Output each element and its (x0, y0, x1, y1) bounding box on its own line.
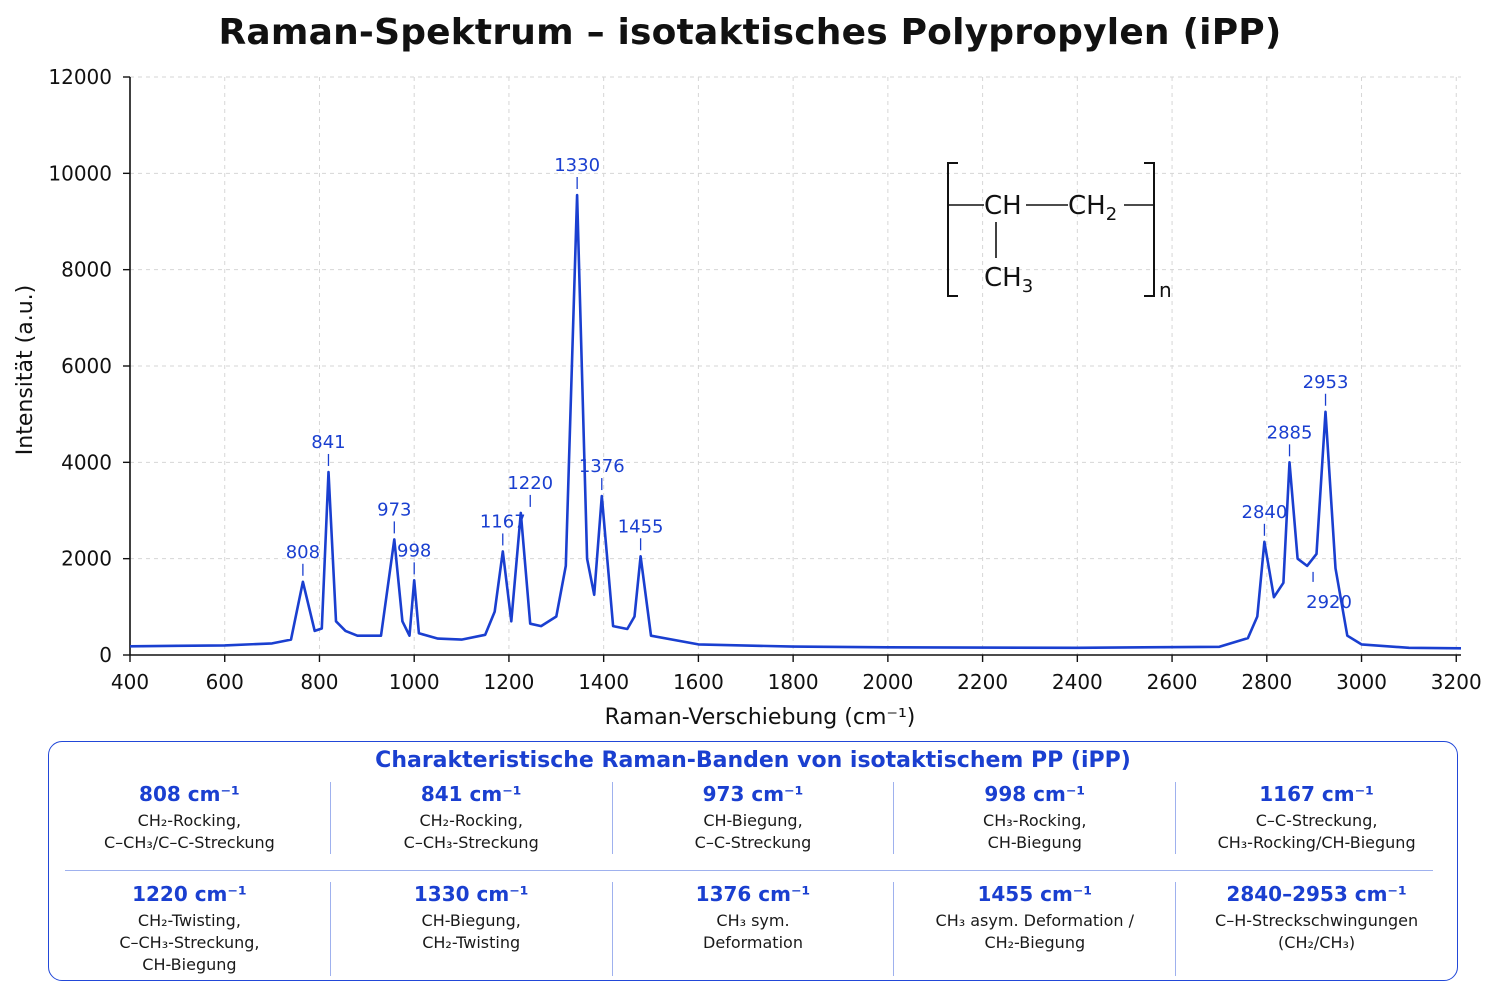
band-cell: 841 cm⁻¹ CH₂-Rocking, C–CH₃-Streckung (329, 782, 612, 854)
band-cell: 1330 cm⁻¹ CH-Biegung, CH₂-Twisting (329, 882, 612, 976)
band-description: CH-Biegung, CH₂-Twisting (421, 911, 521, 952)
x-tick-label: 2200 (957, 670, 1008, 694)
polypropylene-structure: CH CH2 CH3 n (947, 162, 1172, 302)
peak-label: 998 (397, 540, 431, 561)
bands-row-1: 808 cm⁻¹ CH₂-Rocking, C–CH₃/C–C-Streckung… (49, 782, 1457, 854)
chart-title: Raman-Spektrum – isotaktisches Polypropy… (218, 12, 1282, 53)
x-tick-label: 1000 (389, 670, 440, 694)
peak-label: 1330 (554, 155, 600, 176)
y-tick-label: 10000 (48, 161, 112, 185)
ch3-group: CH3 (984, 263, 1033, 297)
band-cell: 2840–2953 cm⁻¹ C–H-Streckschwingungen (CH… (1175, 882, 1457, 976)
x-tick-label: 400 (111, 670, 149, 694)
x-tick-label: 1800 (768, 670, 819, 694)
y-tick-label: 0 (99, 643, 112, 667)
y-tick-labels: 0 2000 4000 6000 8000 10000 12000 (48, 65, 112, 667)
x-tick-label: 1200 (483, 670, 534, 694)
x-tick-label: 1400 (578, 670, 629, 694)
x-tick-label: 2400 (1052, 670, 1103, 694)
x-tick-label: 600 (206, 670, 244, 694)
band-description: CH₂-Twisting, C–CH₃-Streckung, CH-Biegun… (119, 911, 260, 974)
y-tick-label: 8000 (61, 258, 112, 282)
peak-label: 1376 (579, 456, 625, 477)
ch2-group: CH2 (1068, 191, 1117, 225)
ch-group: CH (984, 191, 1022, 221)
band-description: C–C-Streckung, CH₃-Rocking/CH-Biegung (1217, 811, 1416, 852)
x-tick-label: 2000 (862, 670, 913, 694)
bands-table: Charakteristische Raman-Banden von isota… (48, 741, 1458, 981)
band-cell: 973 cm⁻¹ CH-Biegung, C–C-Streckung (611, 782, 894, 854)
band-cell: 998 cm⁻¹ CH₃-Rocking, CH-Biegung (893, 782, 1175, 854)
band-cell: 1376 cm⁻¹ CH₃ sym. Deformation (611, 882, 894, 976)
peak-label: 2885 (1267, 422, 1313, 443)
band-description: CH₃ sym. Deformation (703, 911, 803, 952)
peak-label: 973 (377, 499, 411, 520)
band-wavenumber: 973 cm⁻¹ (702, 782, 804, 806)
repeat-n: n (1159, 278, 1172, 302)
band-description: CH₂-Rocking, C–CH₃/C–C-Streckung (103, 811, 275, 852)
band-wavenumber: 998 cm⁻¹ (984, 782, 1086, 806)
peak-label: 2953 (1303, 372, 1349, 393)
band-wavenumber: 2840–2953 cm⁻¹ (1226, 882, 1407, 906)
peak-label: 2920 (1306, 592, 1352, 613)
band-wavenumber: 808 cm⁻¹ (139, 782, 240, 806)
peak-label: 1167 (480, 511, 526, 532)
band-cell: 1220 cm⁻¹ CH₂-Twisting, C–CH₃-Streckung, … (49, 882, 330, 976)
x-tick-label: 1600 (673, 670, 724, 694)
bands-table-title: Charakteristische Raman-Banden von isota… (375, 748, 1131, 773)
x-axis-label: Raman-Verschiebung (cm⁻¹) (605, 705, 916, 730)
left-bracket (947, 162, 958, 297)
spectrum-series (129, 193, 1462, 650)
band-wavenumber: 1376 cm⁻¹ (695, 882, 811, 906)
x-tick-label: 3200 (1431, 670, 1482, 694)
peak-annotations: 808 841 973 998 1167 1220 1330 1376 1455 2840 2885… (286, 155, 1352, 613)
band-description: CH₂-Rocking, C–CH₃-Streckung (403, 811, 539, 852)
x-tick-label: 800 (300, 670, 338, 694)
x-tick-label: 2800 (1241, 670, 1292, 694)
band-cell: 808 cm⁻¹ CH₂-Rocking, C–CH₃/C–C-Streckung (49, 782, 330, 854)
peak-label: 808 (286, 542, 320, 563)
right-bracket (1144, 162, 1155, 297)
y-axis-label: Intensität (a.u.) (13, 285, 38, 455)
band-wavenumber: 1220 cm⁻¹ (132, 882, 247, 906)
x-tick-labels: 400 600 800 1000 1200 1400 1600 1800 2000 2200 240… (111, 670, 1482, 694)
y-tick-label: 4000 (61, 450, 112, 474)
y-tick-label: 6000 (61, 354, 112, 378)
x-tick-label: 2600 (1147, 670, 1198, 694)
row-divider (65, 870, 1433, 871)
y-tick-label: 2000 (61, 547, 112, 571)
band-cell: 1167 cm⁻¹ C–C-Streckung, CH₃-Rocking/CH-B… (1175, 782, 1457, 854)
spectrum-line (129, 193, 1462, 650)
band-wavenumber: 1455 cm⁻¹ (977, 882, 1093, 906)
band-wavenumber: 1167 cm⁻¹ (1259, 782, 1374, 806)
band-description: C–H-Streckschwingungen (CH₂/CH₃) (1215, 911, 1419, 952)
band-description: CH-Biegung, C–C-Streckung (694, 811, 812, 852)
bands-row-2: 1220 cm⁻¹ CH₂-Twisting, C–CH₃-Streckung, … (49, 882, 1457, 976)
peak-label: 1455 (618, 516, 664, 537)
y-tick-label: 12000 (48, 65, 112, 89)
peak-label: 1220 (507, 473, 553, 494)
band-description: CH₃-Rocking, CH-Biegung (983, 811, 1087, 852)
x-tick-label: 3000 (1336, 670, 1387, 694)
band-wavenumber: 1330 cm⁻¹ (413, 882, 529, 906)
band-cell: 1455 cm⁻¹ CH₃ asym. Deformation / CH₂-Bie… (893, 882, 1175, 976)
band-description: CH₃ asym. Deformation / CH₂-Biegung (935, 911, 1135, 952)
raman-spectrum-plot: 400 600 800 1000 1200 1400 1600 1800 2000 2200 240… (13, 65, 1482, 730)
peak-label: 841 (311, 432, 345, 453)
band-wavenumber: 841 cm⁻¹ (420, 782, 522, 806)
peak-label: 2840 (1242, 502, 1288, 523)
axes (123, 76, 1461, 662)
